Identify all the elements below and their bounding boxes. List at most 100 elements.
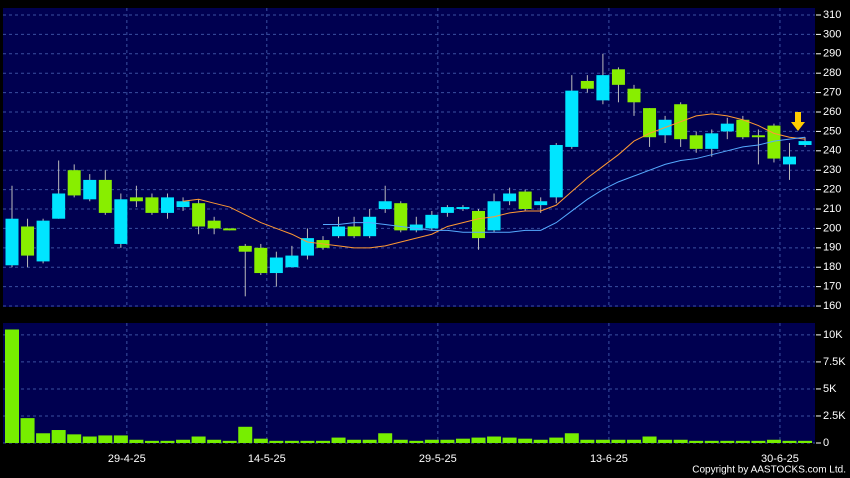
copyright: Copyright by AASTOCKS.com Ltd. [692,465,846,476]
volume-bar [207,439,222,443]
candle-body [285,255,299,268]
volume-bar [673,439,688,443]
volume-bar [20,418,35,443]
candle-body [596,75,610,101]
volume-bar [518,438,533,443]
candle-body [503,193,517,202]
y-tick-label: 180 [823,261,841,273]
volume-bar [487,436,502,443]
candle-body [378,201,392,210]
y-tick-label: 160 [823,300,841,312]
volume-bar [689,440,704,443]
candle-body [440,207,454,213]
volume-bar [611,439,626,443]
x-tick-label: 29-4-25 [108,453,146,465]
candle-body [363,216,377,237]
candle-body [300,238,314,256]
volume-bar [51,430,66,443]
candle-body [751,135,765,138]
volume-bar [455,438,470,443]
candle-body [161,197,174,213]
y-tick-label: 0 [823,437,829,449]
layer: 29-4-25 14-5-25 29-5-25 13-6-25 30-6-25 160 17… [3,8,846,465]
volume-bar [129,439,144,443]
y-tick-label: 5K [823,383,837,395]
volume-bar [658,439,673,443]
volume-bar [82,436,97,443]
candle-body [347,226,361,237]
volume-bar [735,440,750,443]
y-tick-label: 170 [823,281,841,293]
x-tick-label: 13-6-25 [590,453,628,465]
volume-bar [642,436,657,443]
y-tick-label: 310 [823,9,841,21]
volume-bar [471,437,486,443]
volume-bar [300,440,315,443]
candle-body [254,247,268,274]
x-tick-label: 14-5-25 [248,453,286,465]
volume-bar [782,440,797,443]
y-tick-label: 220 [823,184,841,196]
volume-bar [36,433,51,443]
volume-bar [627,439,641,443]
x-tick-label: 29-5-25 [419,453,457,465]
volume-bar [98,435,113,443]
candle-body [67,170,81,196]
candle-body [207,220,221,229]
y-tick-label: 200 [823,222,841,234]
volume-bar [316,440,330,443]
candle-body [611,69,625,85]
volume-panel [3,323,815,443]
moving-average [323,136,806,233]
volume-bar [409,440,424,443]
candle-body [83,179,97,200]
volume-bar [176,439,191,443]
candle-body [549,144,563,198]
volume-bar [564,433,579,443]
y-tick-label: 280 [823,67,841,79]
y-tick-label: 2.5K [823,410,846,422]
candle-body [487,201,501,231]
volume-bar [253,438,268,443]
volume-bar [549,437,564,443]
volume-bar [704,440,719,443]
volume-bar [533,439,548,443]
volume-bar [113,435,128,443]
volume-bar [424,439,439,443]
candle-body [534,201,548,206]
volume-bar [347,439,362,443]
volume-bar [378,433,393,443]
volume-bar [766,439,781,443]
volume-bar [191,436,206,443]
volume-bar [595,439,610,443]
volume-bar [284,440,299,443]
candle-body [332,226,346,237]
candle-body [238,245,252,252]
candle-body [689,135,703,149]
candle-body [114,199,128,244]
volume-bar [238,426,253,443]
candle-body [472,210,485,239]
y-tick-label: 260 [823,106,841,118]
y-tick-label: 270 [823,87,841,99]
candle-body [736,119,750,138]
volume-bar [269,440,284,443]
y-tick-label: 190 [823,242,841,254]
volume-bar [160,440,175,443]
candle-body [129,197,143,202]
volume-bar [222,440,237,443]
candle-body [21,226,35,256]
volume-bar [502,437,517,443]
candle-body [783,156,796,165]
volume-bar [751,440,766,443]
y-tick-label: 210 [823,203,841,215]
volume-bar [580,439,595,443]
candle-body [456,207,470,210]
candle-body [798,141,812,145]
candle-body [425,214,439,229]
y-tick-label: 10K [823,329,843,341]
candle-body [223,228,237,231]
candle-body [98,179,112,213]
candle-body [394,203,408,231]
signal-arrow [791,112,805,131]
